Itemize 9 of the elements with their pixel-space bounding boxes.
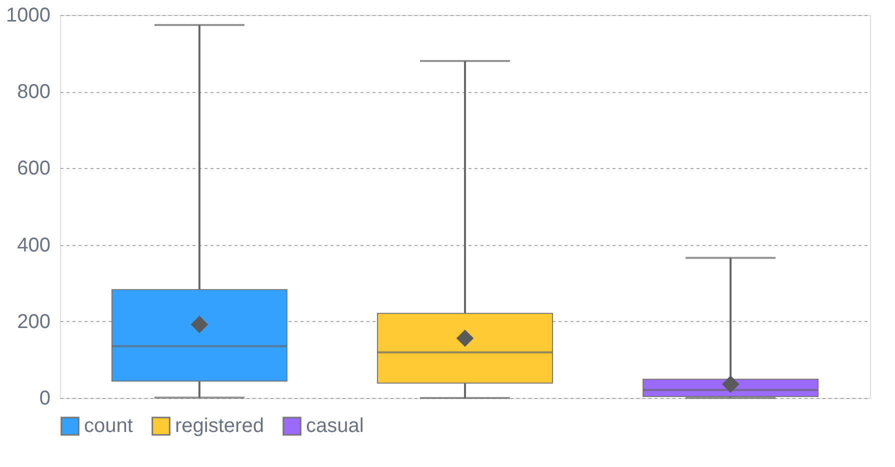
y-tick-label: 0 [39, 388, 50, 410]
y-tick-label: 600 [17, 158, 50, 180]
legend-label: count [84, 415, 134, 438]
y-tick-label: 1000 [6, 4, 50, 26]
legend-label: casual [306, 415, 364, 438]
y-tick-label: 400 [17, 234, 50, 256]
y-tick-label: 800 [17, 81, 50, 104]
legend-label: registered [175, 415, 264, 438]
y-tick-label: 200 [17, 310, 50, 333]
